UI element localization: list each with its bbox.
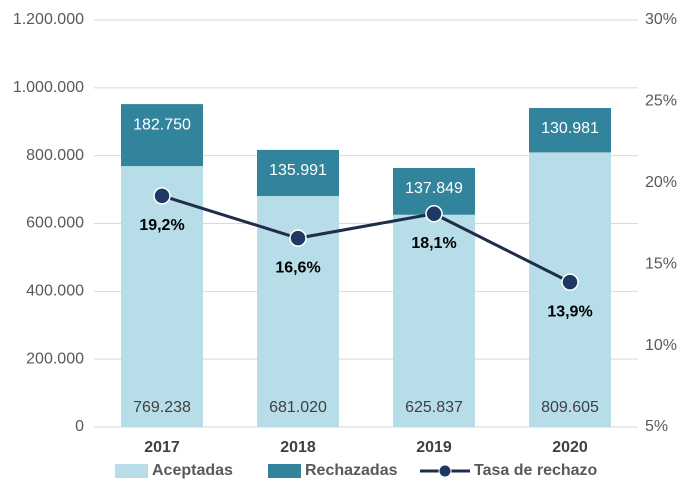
y-tick-label: 600.000 [26,215,84,232]
y2-tick-label: 25% [645,93,677,110]
data-label: 19,2% [139,217,184,234]
line-marker [153,187,171,205]
y2-tick-label: 30% [645,11,677,28]
y-tick-label: 400.000 [26,283,84,300]
legend-swatch [115,464,148,478]
data-label: 769.238 [133,399,191,416]
line-marker [289,229,307,247]
y-tick-label: 800.000 [26,147,84,164]
legend-label: Aceptadas [152,462,233,479]
data-label: 182.750 [133,116,191,133]
data-label: 16,6% [275,259,320,276]
bar-segment [393,214,475,427]
bar-segment [257,149,339,197]
data-label: 13,9% [547,303,592,320]
x-tick-label: 2020 [552,439,588,456]
line-marker [561,273,579,291]
y2-tick-label: 20% [645,174,677,191]
data-label: 809.605 [541,399,599,416]
legend-marker [438,464,452,478]
legend-label: Tasa de rechazo [474,462,598,479]
y2-tick-label: 5% [645,418,668,435]
data-label: 137.849 [405,180,463,197]
legend-swatch [268,464,301,478]
bar-segment [529,107,611,153]
legend-label: Rechazadas [305,462,398,479]
y2-tick-label: 15% [645,255,677,272]
line-marker [425,204,443,223]
y-tick-label: 1.200.000 [13,11,84,28]
y-tick-label: 1.000.000 [13,79,84,96]
x-tick-label: 2017 [144,439,180,456]
bar-segment [121,166,203,428]
data-label: 681.020 [269,399,327,416]
line [161,194,571,284]
data-label: 625.837 [405,399,463,416]
bar-segment [121,104,203,167]
x-tick-label: 2018 [280,439,316,456]
data-label: 18,1% [411,235,456,252]
data-label: 130.981 [541,120,599,137]
y-tick-label: 0 [75,418,84,435]
x-tick-label: 2019 [416,439,452,456]
y2-tick-label: 10% [645,337,677,354]
data-label: 135.991 [269,162,327,179]
y-tick-label: 200.000 [26,350,84,367]
